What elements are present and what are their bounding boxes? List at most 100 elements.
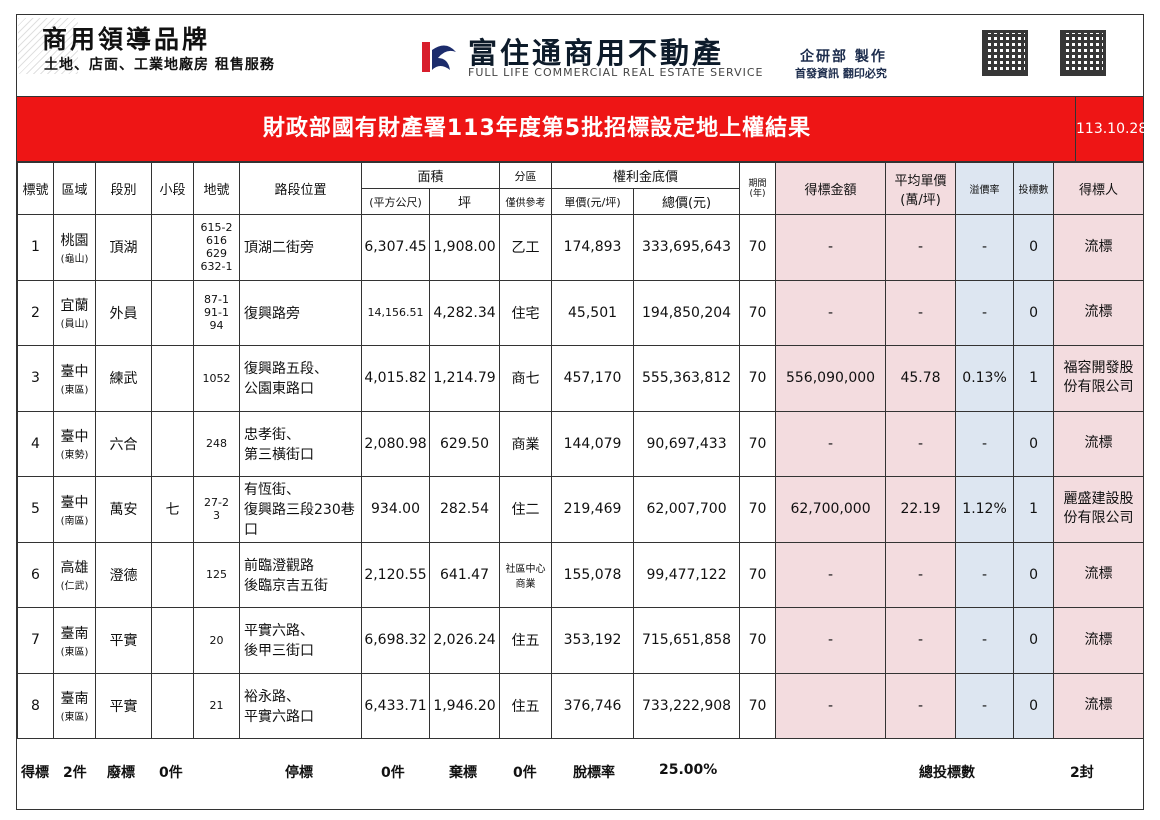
cell-winner: 福容開發股 份有限公司 [1053,345,1145,412]
col-term-unit: (年) [749,188,766,199]
cell-line: 頂湖二街旁 [244,240,314,257]
district-subarea: (東區) [60,384,89,396]
table-row: 1 桃園 (龜山) 頂湖 615-2 616 629 632-1 頂湖二街旁 6,307.45 1,… [17,214,1145,281]
cell-no: 5 [17,476,54,543]
cell-line: 麗盛建設股 [1063,491,1134,508]
cell-zone: 住五 [499,672,553,739]
cell-line: 21 [209,699,224,713]
table-row: 8 臺南 (東區) 平實 21 裕永路、 平實六路口 6,433.71 1,946.20 住五 37… [17,672,1145,739]
district-name: 桃園 [60,232,89,249]
cell-zone: 商業 [499,410,553,477]
cell-location: 復興路旁 [239,279,362,346]
cell-district: 宜蘭 (員山) [53,279,96,346]
company-english-name: FULL LIFE COMMERCIAL REAL ESTATE SERVICE [468,66,764,79]
district-name: 宜蘭 [60,298,89,315]
cell-unit-price: 174,893 [551,214,635,281]
cell-total-price: 555,363,812 [633,345,741,412]
cell-winner: 流標 [1053,672,1145,739]
cell-line: 前臨澄觀路 [244,557,314,574]
cell-line: 87-1 [204,293,229,307]
cell-location: 忠孝街、 第三橫街口 [239,410,362,477]
cell-term: 70 [739,541,777,608]
cell-line: 流標 [1084,697,1113,714]
rate-value: 25.00% [659,762,718,778]
cell-avg-price: - [885,279,957,346]
void-value: 0件 [159,765,183,781]
cell-location: 裕永路、 平實六路口 [239,672,362,739]
cell-parcel: 615-2 616 629 632-1 [193,214,240,281]
cell-line: 1052 [202,371,231,385]
cell-section: 外員 [95,279,152,346]
col-avg-price-label: 平均單價 [894,173,947,189]
cell-zone: 住宅 [499,279,553,346]
cell-avg-price: - [885,214,957,281]
cell-term: 70 [739,607,777,674]
cell-area-ping: 1,214.79 [428,345,501,412]
cell-area-ping: 2,026.24 [428,607,501,674]
report-date: 113.10.28 [1075,97,1147,161]
qr-code-icon[interactable] [982,30,1028,76]
col-term-label: 期間 [748,178,767,189]
cell-district: 臺南 (東區) [53,672,96,739]
cell-district: 高雄 (仁武) [53,541,96,608]
cell-unit-price: 376,746 [551,672,635,739]
qr-code-icon[interactable] [1060,30,1106,76]
cell-line: 住二 [511,502,540,519]
cell-line: 平實六路口 [244,708,314,725]
cell-premium: - [955,607,1015,674]
copyright-notice: 首發資訊 翻印必究 [795,67,887,80]
cell-area-ping: 4,282.34 [428,279,501,346]
cell-parcel: 87-1 91-1 94 [193,279,240,346]
cell-zone: 社區中心 商業 [499,541,553,608]
table-row: 6 高雄 (仁武) 澄德 125 前臨澄觀路 後臨京吉五街 2,120.55 641.47 社區中… [17,541,1145,608]
district-name: 臺南 [60,691,89,708]
cell-line: 復興路旁 [244,305,300,322]
col-winner: 得標人 [1053,162,1145,215]
col-section: 段別 [95,162,152,215]
cell-parcel: 248 [193,410,240,477]
cell-unit-price: 155,078 [551,541,635,608]
cell-bid-amount: - [775,607,887,674]
cell-area-m2: 2,120.55 [361,541,430,608]
cell-line: 商業 [515,578,536,590]
cell-line: 商七 [511,371,540,388]
cell-avg-price: - [885,541,957,608]
cell-line: 第三橫街口 [244,446,314,463]
cell-area-ping: 641.47 [428,541,501,608]
cell-bid-amount: - [775,672,887,739]
cell-line: 公園東路口 [244,381,314,398]
col-area: 面積 [360,162,501,189]
district-subarea: (東區) [60,712,89,724]
cell-line: 商業 [511,436,540,453]
district-name: 臺南 [60,625,89,642]
cell-term: 70 [739,672,777,739]
cell-zone: 住五 [499,607,553,674]
cell-line: 流標 [1084,631,1113,648]
district-name: 臺中 [60,429,89,446]
rate-label: 脫標率 [573,765,615,781]
cell-bids: 0 [1013,279,1055,346]
won-label: 得標 [21,765,49,781]
cell-no: 4 [17,410,54,477]
col-area-ping: 坪 [428,188,501,215]
cell-line: 有恆街、 [244,482,300,499]
cell-line: 住五 [511,698,540,715]
brand-title: 商用領導品牌 [42,25,211,54]
cell-total-price: 715,651,858 [633,607,741,674]
cell-line: 流標 [1084,238,1113,255]
cell-total-price: 733,222,908 [633,672,741,739]
cell-line: 616 [206,234,227,248]
total-bids-value: 2封 [1070,765,1094,781]
results-table: 標號 區域 段別 小段 地號 路段位置 面積 分區 權利金底價 期間 (年) 得… [17,162,1145,739]
cell-line: 復興路三段230巷 [244,502,355,519]
cell-premium: - [955,541,1015,608]
table-row: 4 臺中 (東勢) 六合 248 忠孝街、 第三橫街口 2,080.98 629.50 商業 144… [17,410,1145,477]
col-district: 區域 [53,162,96,215]
col-unit-price: 單價(元/坪) [551,188,635,215]
cell-section: 平實 [95,672,152,739]
cell-premium: 0.13% [955,345,1015,412]
cell-avg-price: - [885,410,957,477]
cell-line: 住宅 [511,305,540,322]
cell-bid-amount: 62,700,000 [775,476,887,543]
cell-line: 248 [206,437,227,451]
